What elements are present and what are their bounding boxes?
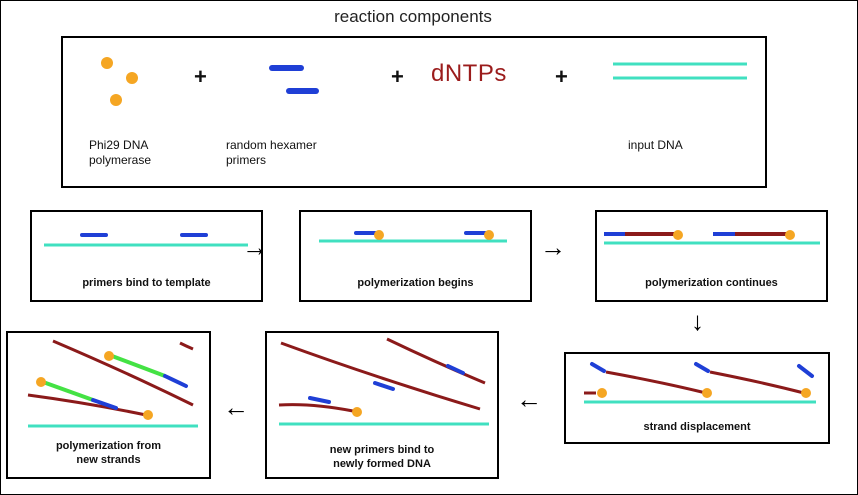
polymerase-dot	[101, 57, 113, 69]
polymerase-dot	[126, 72, 138, 84]
diagram-title: reaction components	[334, 7, 492, 26]
primer-segment	[446, 364, 465, 375]
primers-label-line: primers	[226, 153, 267, 167]
reaction-components-box: + + dNTPs + Phi29 DNA polymerase random …	[61, 36, 767, 188]
polymerase-dot	[597, 388, 607, 398]
step-caption: strand displacement	[566, 420, 828, 434]
primer-segment	[163, 374, 188, 388]
polymerase-dot	[352, 407, 362, 417]
step-strand-displacement: strand displacement	[564, 352, 830, 444]
step-polymerization-new-strands: polymerization from new strands	[6, 331, 211, 479]
polymerase-dot	[801, 388, 811, 398]
right-arrow: →	[540, 232, 566, 262]
primer-segment	[797, 364, 814, 378]
step-graphic	[604, 230, 820, 245]
step-caption: new primers bind to newly formed DNA	[267, 443, 497, 471]
step-primers-bind: primers bind to template	[30, 210, 263, 302]
dntps-label: dNTPs	[431, 60, 507, 87]
plus-sign: +	[194, 64, 207, 89]
step-caption-line: new primers bind to	[329, 444, 435, 456]
step-caption-line: polymerization begins	[357, 277, 474, 289]
step-caption-line: polymerization from	[55, 440, 162, 452]
step-caption-line: newly formed DNA	[333, 458, 431, 470]
polymerase-label: Phi29 DNA polymerase	[89, 138, 151, 168]
step-caption-line: new strands	[76, 454, 141, 466]
left-arrow: ←	[516, 384, 542, 414]
primer-segment	[694, 362, 710, 373]
displaced-strand	[280, 341, 481, 411]
plus-sign: +	[555, 64, 568, 89]
displaced-strand	[386, 337, 486, 385]
primer-segment	[91, 398, 118, 410]
step-polymerization-begins: polymerization begins	[299, 210, 532, 302]
displaced-strand	[52, 339, 194, 407]
polymerase-dot	[36, 377, 46, 387]
step-graphic	[584, 362, 816, 404]
primer-segment	[308, 396, 331, 404]
right-arrow: →	[242, 232, 268, 262]
primers-label: random hexamer primers	[226, 138, 317, 168]
step-graphic	[278, 337, 489, 426]
polymerase-dot	[702, 388, 712, 398]
step-polymerization-continues: polymerization continues	[595, 210, 828, 302]
step-caption: primers bind to template	[32, 276, 261, 290]
new-strand	[278, 403, 354, 413]
polymerase-label-line: Phi29 DNA	[89, 138, 149, 152]
displaced-strand	[605, 370, 707, 395]
polymerase-dot	[143, 410, 153, 420]
step-graphic	[319, 230, 507, 243]
second-strand	[111, 354, 166, 378]
primer-segment	[373, 381, 395, 391]
polymerase-dot	[110, 94, 122, 106]
step-new-primers-bind: new primers bind to newly formed DNA	[265, 331, 499, 479]
step-graphic	[27, 339, 198, 428]
down-arrow: ↓	[691, 306, 704, 336]
step-caption: polymerization from new strands	[8, 439, 209, 467]
step-caption: polymerization continues	[597, 276, 826, 290]
primers-label-line: random hexamer	[226, 138, 317, 152]
step-graphic	[44, 233, 248, 247]
displaced-strand	[179, 341, 194, 351]
polymerase-dot	[785, 230, 795, 240]
new-strand	[27, 393, 147, 417]
displaced-strand	[709, 370, 805, 395]
step-caption-line: strand displacement	[643, 421, 751, 433]
step-caption: polymerization begins	[301, 276, 530, 290]
polymerase-dot	[104, 351, 114, 361]
input-dna-label: input DNA	[628, 138, 683, 152]
plus-sign: +	[391, 64, 404, 89]
polymerase-dot	[484, 230, 494, 240]
step-caption-line: polymerization continues	[645, 277, 778, 289]
primer-segment	[590, 362, 606, 373]
polymerase-label-line: polymerase	[89, 153, 152, 167]
left-arrow: ←	[223, 392, 249, 422]
components-graphic	[101, 57, 747, 106]
polymerase-dot	[374, 230, 384, 240]
step-caption-line: primers bind to template	[82, 277, 211, 289]
second-strand	[42, 380, 94, 402]
polymerase-dot	[673, 230, 683, 240]
